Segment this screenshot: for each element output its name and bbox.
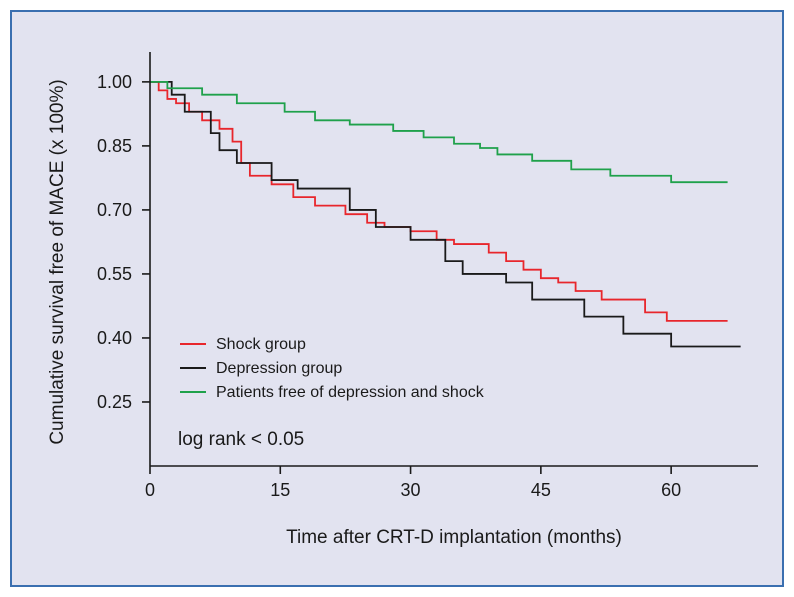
y-ticks: 0.25 0.40 0.55 0.70 0.85 1.00	[97, 72, 150, 412]
series-line-2	[150, 80, 741, 348]
series-line-1	[150, 80, 728, 322]
legend-label: Shock group	[216, 336, 306, 353]
y-tick-label: 0.25	[97, 392, 132, 412]
series-line-3	[150, 80, 728, 184]
legend-label: Patients free of depression and shock	[216, 384, 485, 401]
legend-label: Depression group	[216, 360, 342, 377]
x-tick-label: 60	[661, 480, 681, 500]
y-tick-label: 0.40	[97, 328, 132, 348]
series-layer	[150, 80, 741, 348]
y-tick-label: 0.70	[97, 200, 132, 220]
y-tick-label: 0.55	[97, 264, 132, 284]
x-tick-label: 0	[145, 480, 155, 500]
y-tick-label: 0.85	[97, 136, 132, 156]
log-rank-annotation: log rank < 0.05	[178, 429, 304, 450]
legend: Shock group Depression group Patients free…	[180, 336, 485, 401]
x-ticks: 0 15 30 45 60	[145, 466, 681, 500]
x-tick-label: 45	[531, 480, 551, 500]
y-axis-label: Cumulative survival free of MACE (x 100%…	[47, 79, 68, 444]
figure-frame	[10, 10, 784, 587]
x-tick-label: 30	[401, 480, 421, 500]
x-axis-label: Time after CRT-D implantation (months)	[286, 527, 622, 548]
x-tick-label: 15	[270, 480, 290, 500]
y-tick-label: 1.00	[97, 72, 132, 92]
